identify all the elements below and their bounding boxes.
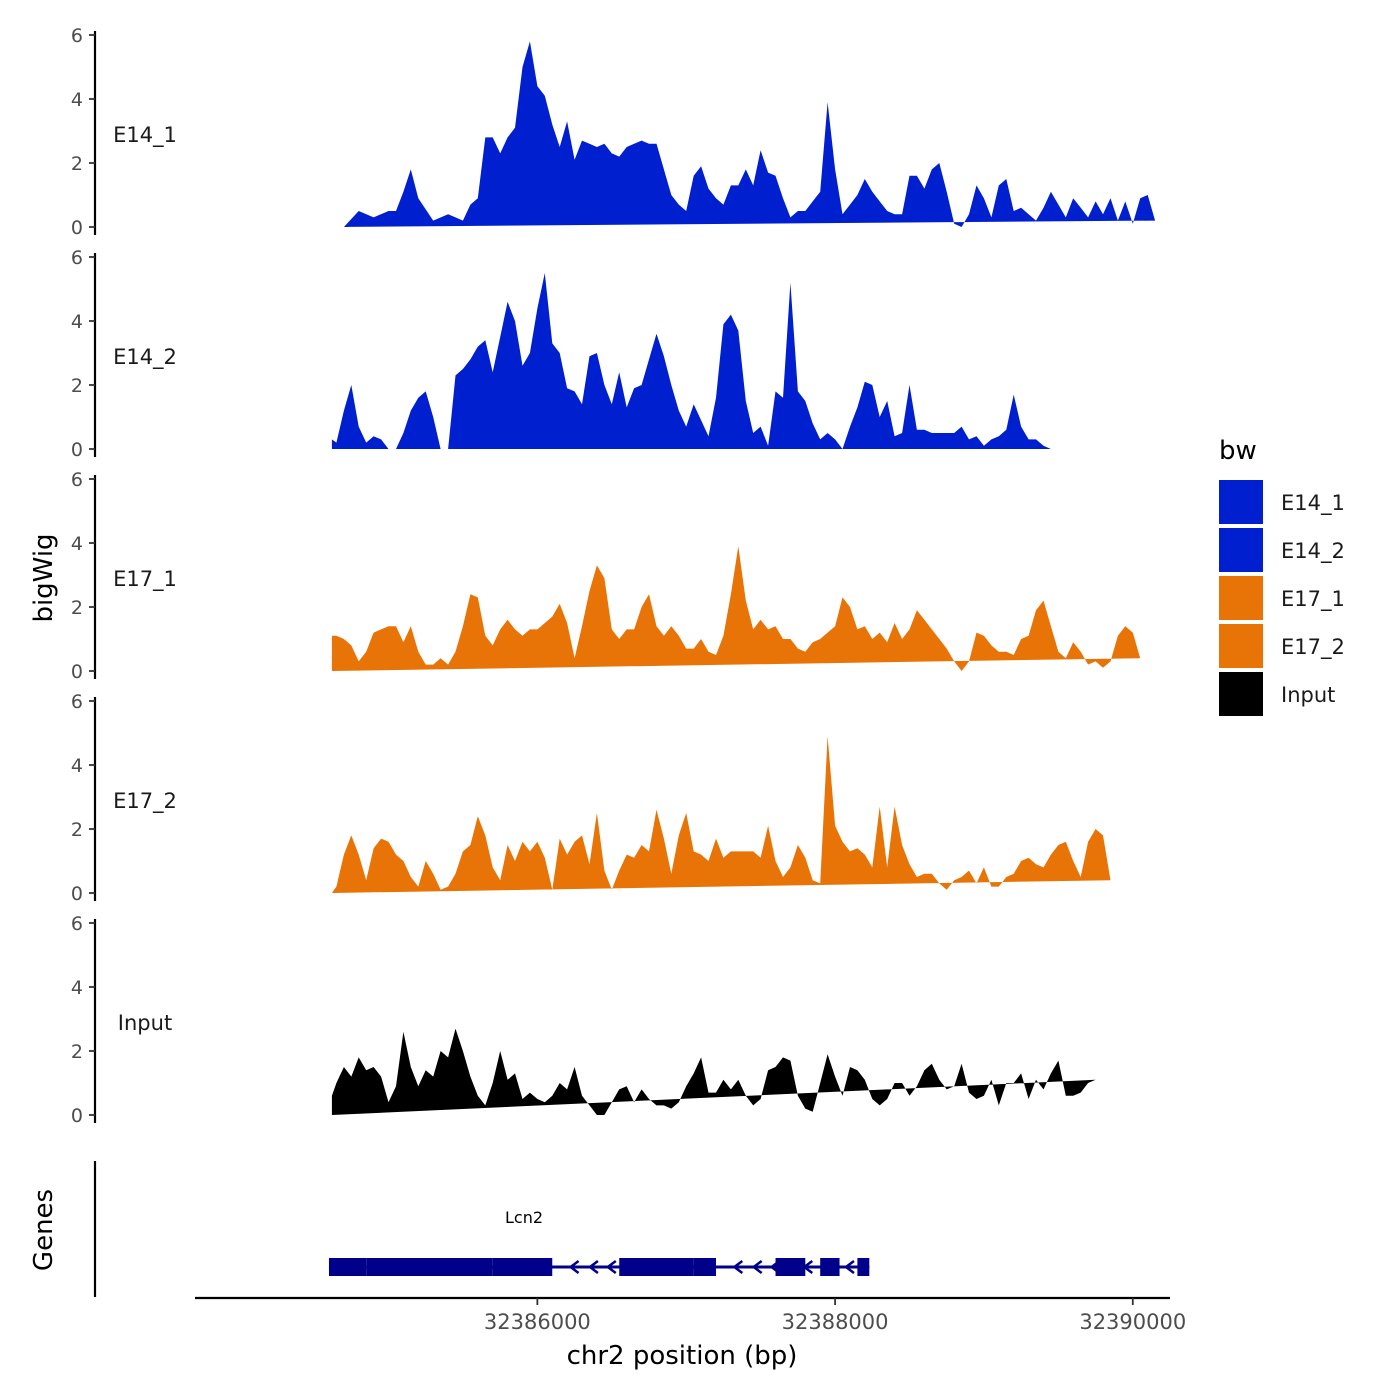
track-Input: 0 2 4 6 Input	[71, 913, 1096, 1127]
y-axis-title: bigWig	[29, 533, 59, 622]
genes-axis-title: Genes	[29, 1189, 59, 1271]
strand-arrow	[568, 1260, 580, 1274]
y-tick-label: 6	[71, 691, 83, 713]
y-tick-label: 0	[71, 439, 83, 461]
legend-key-E17_2	[1219, 624, 1263, 668]
strand-arrow	[587, 1260, 599, 1274]
strand-arrow	[605, 1260, 617, 1274]
track-E14_2: 0 2 4 6 E14_2	[71, 247, 1051, 461]
y-tick-label: 2	[71, 819, 83, 841]
gene-exon	[693, 1258, 716, 1276]
y-tick-label: 4	[71, 89, 83, 111]
legend-label: E17_1	[1281, 587, 1345, 612]
legend-key-E14_2	[1219, 528, 1263, 572]
coverage-area-Input	[331, 1028, 1096, 1115]
y-tick-label: 4	[71, 533, 83, 555]
legend-label: E17_2	[1281, 635, 1345, 660]
strand-arrow	[843, 1260, 855, 1274]
x-axis: 32386000 32388000 32390000	[195, 1296, 1186, 1334]
strand-arrow	[732, 1260, 744, 1274]
coverage-area-E17_2	[331, 736, 1111, 893]
x-tick-label: 32386000	[484, 1310, 591, 1334]
gene-exon	[619, 1258, 694, 1276]
gene-label: Lcn2	[505, 1208, 543, 1227]
legend-label: Input	[1281, 683, 1335, 707]
y-tick-label: 0	[71, 1105, 83, 1127]
coverage-area-E14_1	[331, 41, 1156, 228]
gene-exon	[328, 1258, 367, 1276]
y-tick-label: 2	[71, 153, 83, 175]
x-axis-title: chr2 position (bp)	[567, 1341, 798, 1371]
legend-key-E17_1	[1219, 576, 1263, 620]
strand-arrow	[751, 1260, 763, 1274]
y-tick-label: 6	[71, 247, 83, 269]
gene-exon	[455, 1258, 493, 1276]
y-tick-label: 0	[71, 661, 83, 683]
gene-exon	[775, 1258, 806, 1276]
track-label: E17_1	[113, 567, 177, 592]
x-tick-label: 32390000	[1079, 1310, 1186, 1334]
strand-arrow	[769, 1260, 781, 1274]
legend: bw E14_1 E14_2 E17_1 E17_2 Input	[1219, 436, 1345, 716]
legend-title: bw	[1219, 436, 1257, 466]
track-label: E14_1	[113, 123, 177, 148]
strand-arrow	[802, 1260, 814, 1274]
genes-panel: Lcn2	[93, 1161, 870, 1297]
y-tick-label: 4	[71, 977, 83, 999]
gene-exon	[820, 1258, 840, 1276]
legend-label: E14_1	[1281, 491, 1345, 516]
y-tick-label: 2	[71, 597, 83, 619]
gene-exon	[366, 1258, 456, 1276]
y-tick-label: 2	[71, 375, 83, 397]
gene-exon	[492, 1258, 553, 1276]
y-tick-label: 0	[71, 883, 83, 905]
coverage-area-E14_2	[331, 273, 1051, 449]
y-tick-label: 6	[71, 469, 83, 491]
track-E14_1: 0 2 4 6 E14_1	[71, 25, 1156, 239]
coverage-tracks: 0 2 4 6 E14_1 0 2 4 6 E14_2 0 2 4 6 E17_1 0 2 4 6 E17_2 0 2 4 6…	[71, 25, 1156, 1127]
y-tick-label: 6	[71, 25, 83, 47]
x-tick-label: 32388000	[782, 1310, 889, 1334]
track-E17_1: 0 2 4 6 E17_1	[71, 469, 1141, 683]
track-E17_2: 0 2 4 6 E17_2	[71, 691, 1111, 905]
y-tick-label: 4	[71, 755, 83, 777]
y-tick-label: 0	[71, 217, 83, 239]
coverage-area-E17_1	[331, 546, 1141, 671]
track-label: Input	[118, 1011, 172, 1035]
y-tick-label: 4	[71, 311, 83, 333]
y-tick-label: 2	[71, 1041, 83, 1063]
track-label: E17_2	[113, 789, 177, 814]
gene-exon	[857, 1258, 870, 1276]
legend-key-Input	[1219, 672, 1263, 716]
track-label: E14_2	[113, 345, 177, 370]
legend-label: E14_2	[1281, 539, 1345, 564]
legend-key-E14_1	[1219, 480, 1263, 524]
y-tick-label: 6	[71, 913, 83, 935]
